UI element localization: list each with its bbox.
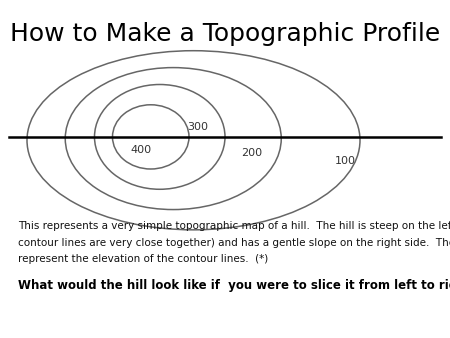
Text: 300: 300: [187, 122, 208, 132]
Text: How to Make a Topographic Profile: How to Make a Topographic Profile: [10, 22, 440, 46]
Text: This represents a very simple topographic map of a hill.  The hill is steep on t: This represents a very simple topographi…: [18, 221, 450, 232]
Text: What would the hill look like if  you were to slice it from left to right?  (*): What would the hill look like if you wer…: [18, 279, 450, 292]
Text: represent the elevation of the contour lines.  (*): represent the elevation of the contour l…: [18, 254, 268, 264]
Text: 200: 200: [241, 148, 262, 158]
Text: contour lines are very close together) and has a gentle slope on the right side.: contour lines are very close together) a…: [18, 238, 450, 248]
Text: 100: 100: [335, 156, 356, 166]
Text: 400: 400: [130, 145, 152, 155]
